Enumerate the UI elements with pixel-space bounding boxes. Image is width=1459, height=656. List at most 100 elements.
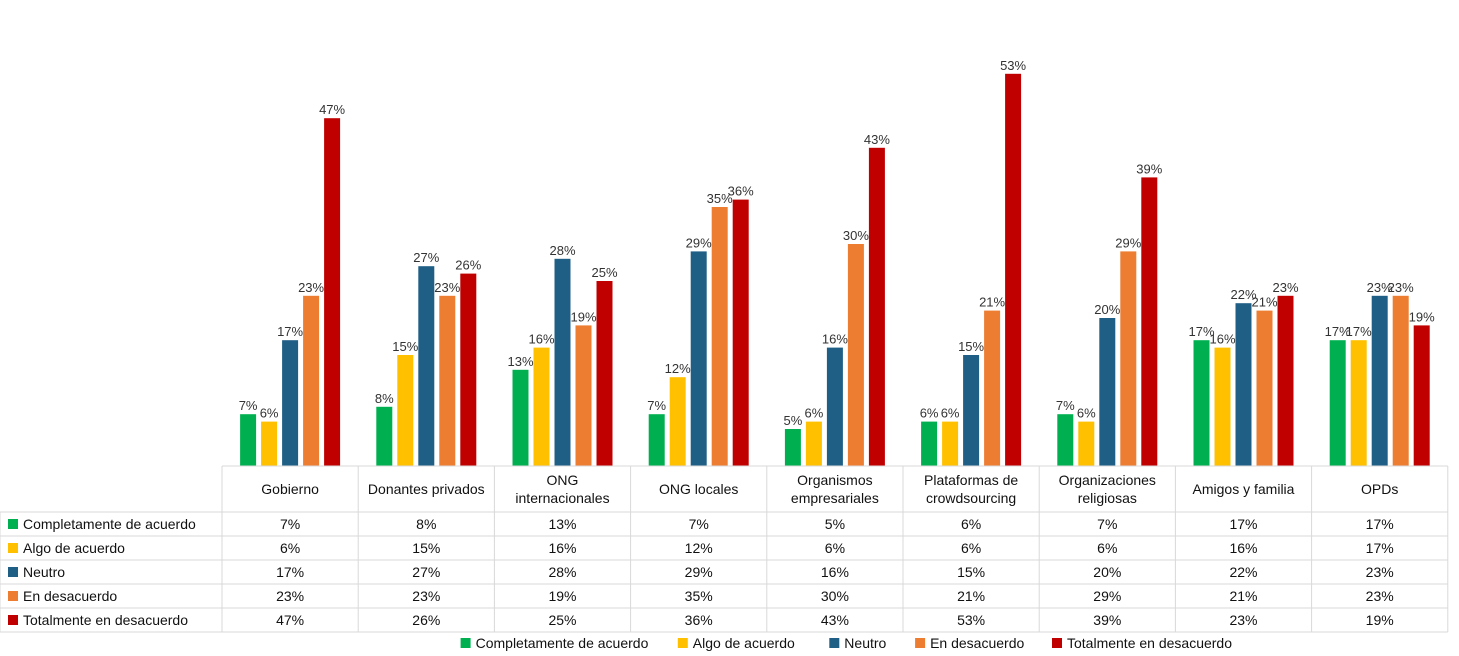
row-label: En desacuerdo	[23, 588, 117, 604]
table-cell: 6%	[961, 516, 981, 532]
row-legend-key	[8, 591, 18, 601]
bar	[1413, 325, 1430, 466]
data-label: 36%	[728, 184, 754, 199]
bar	[282, 340, 299, 466]
data-label: 8%	[375, 391, 394, 406]
bar	[1235, 303, 1252, 466]
table-cell: 25%	[548, 612, 576, 628]
bar	[942, 421, 959, 466]
table-cell: 12%	[685, 540, 713, 556]
data-label: 27%	[413, 250, 439, 265]
data-label: 17%	[1188, 324, 1214, 339]
legend-key	[915, 638, 926, 648]
data-label: 19%	[1409, 309, 1435, 324]
bar	[418, 266, 435, 466]
data-label: 28%	[549, 243, 575, 258]
bar	[690, 251, 707, 466]
category-label: internacionales	[515, 490, 609, 506]
data-label: 53%	[1000, 58, 1026, 73]
table-cell: 8%	[416, 516, 436, 532]
category-label: religiosas	[1078, 490, 1137, 506]
table-cell: 15%	[957, 564, 985, 580]
data-label: 47%	[319, 102, 345, 117]
category-label: Plataformas de	[924, 472, 1018, 488]
table-cell: 28%	[548, 564, 576, 580]
table-cell: 21%	[1229, 588, 1257, 604]
table-cell: 36%	[685, 612, 713, 628]
bar	[669, 377, 686, 466]
bar	[554, 258, 571, 466]
row-legend-key	[8, 567, 18, 577]
bar	[261, 421, 278, 466]
bar	[847, 244, 864, 466]
category-label: crowdsourcing	[926, 490, 1016, 506]
data-label: 16%	[528, 332, 554, 347]
table-cell: 23%	[1366, 564, 1394, 580]
bar	[1005, 73, 1022, 467]
data-label: 29%	[686, 235, 712, 250]
table-cell: 6%	[961, 540, 981, 556]
legend: Completamente de acuerdo Algo de acuerdo N…	[460, 635, 1232, 651]
bar	[784, 429, 801, 466]
data-label: 21%	[1251, 295, 1277, 310]
legend-key	[1052, 638, 1062, 648]
data-label: 6%	[805, 406, 824, 421]
bar	[397, 355, 414, 466]
table-cell: 23%	[1229, 612, 1257, 628]
bar	[805, 421, 822, 466]
data-label: 19%	[570, 309, 596, 324]
data-label: 23%	[1388, 280, 1414, 295]
data-label: 16%	[822, 332, 848, 347]
legend-label: Completamente de acuerdo	[476, 635, 649, 651]
bar	[1099, 318, 1116, 466]
table-cell: 5%	[825, 516, 845, 532]
data-label: 16%	[1209, 332, 1235, 347]
bar	[1371, 295, 1388, 466]
row-legend-key	[8, 615, 18, 625]
category-label: Donantes privados	[368, 481, 485, 497]
table-cell: 43%	[821, 612, 849, 628]
table-cell: 26%	[412, 612, 440, 628]
table-cell: 23%	[1366, 588, 1394, 604]
data-labels-layer: 7% 6%17%23%47%8%15%27%23%26%13%16%28%19%2…	[239, 58, 1435, 428]
category-label: Gobierno	[261, 481, 319, 497]
bar	[596, 281, 613, 466]
bar	[1277, 295, 1294, 466]
table-cell: 39%	[1093, 612, 1121, 628]
table-cell: 17%	[1366, 540, 1394, 556]
data-label: 5%	[784, 413, 803, 428]
data-label: 26%	[455, 258, 481, 273]
legend-label: En desacuerdo	[930, 635, 1024, 651]
data-label: 7%	[647, 398, 666, 413]
category-label: ONG	[547, 472, 579, 488]
bar	[984, 310, 1001, 466]
bar	[575, 325, 592, 466]
bar	[303, 295, 320, 466]
bars-layer	[240, 73, 1430, 467]
category-label: Amigos y familia	[1193, 481, 1295, 497]
category-label: ONG locales	[659, 481, 738, 497]
data-label: 23%	[1272, 280, 1298, 295]
bar	[1214, 347, 1231, 466]
row-label: Neutro	[23, 564, 65, 580]
data-label: 17%	[277, 324, 303, 339]
data-label: 7%	[1056, 398, 1075, 413]
legend-key	[829, 638, 840, 648]
table-cell: 7%	[1097, 516, 1117, 532]
bar	[439, 295, 456, 466]
table-cell: 7%	[280, 516, 300, 532]
data-label: 17%	[1325, 324, 1351, 339]
data-label: 30%	[843, 228, 869, 243]
data-label: 6%	[941, 406, 960, 421]
data-label: 17%	[1346, 324, 1372, 339]
table-cell: 47%	[276, 612, 304, 628]
table-cell: 53%	[957, 612, 985, 628]
table-cell: 30%	[821, 588, 849, 604]
bar	[460, 273, 477, 466]
table-cell: 17%	[1366, 516, 1394, 532]
bar	[868, 147, 885, 467]
table-cell: 21%	[957, 588, 985, 604]
data-label: 23%	[1367, 280, 1393, 295]
legend-key	[460, 638, 471, 648]
data-label: 6%	[920, 406, 939, 421]
